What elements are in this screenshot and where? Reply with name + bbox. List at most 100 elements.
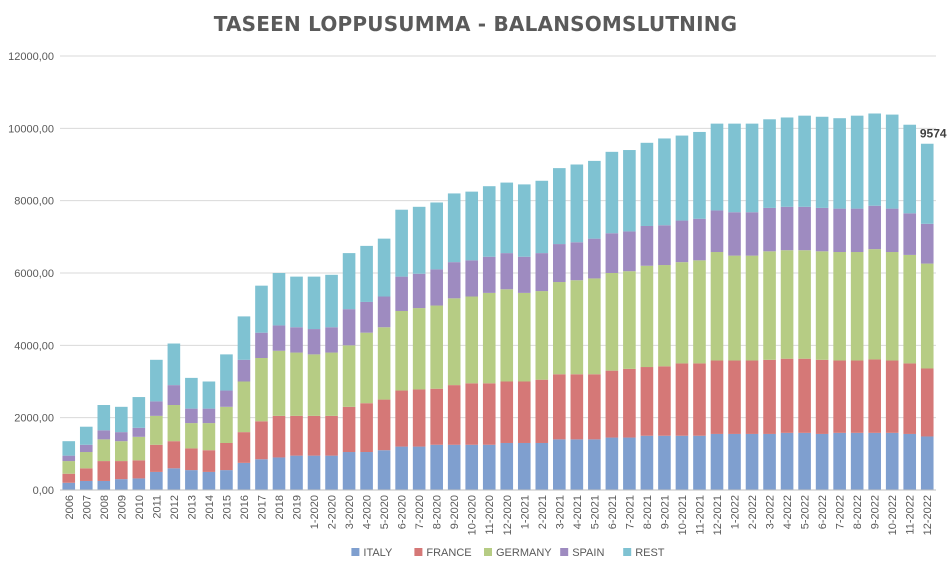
bar-segment-rest [850,115,864,209]
bar-segment-italy [920,436,934,490]
x-tick-label: 2018 [274,495,286,519]
x-tick-label: 8-2020 [432,495,444,529]
bar-segment-germany [272,350,286,416]
x-tick-label: 10-2022 [887,495,899,535]
bar-segment-rest [220,354,233,391]
bar-segment-germany [763,251,776,360]
bar-segment-germany [255,357,268,422]
legend-swatch-spain [560,548,569,556]
bar-segment-france [658,366,671,436]
bar-segment-germany [920,263,934,369]
bar-segment-spain [553,244,566,283]
bar-segment-germany [290,352,303,416]
bar-segment-spain [342,309,356,346]
bar-segment-spain [728,212,741,256]
bar-segment-germany [377,327,391,400]
x-tick-label: 3-2020 [344,495,356,529]
bar-segment-spain [868,205,881,250]
bar-segment-spain [850,208,864,253]
bar-segment-germany [623,271,636,369]
x-tick-label: 2-2022 [747,495,759,529]
bar-segment-spain [693,218,706,261]
bar-segment-rest [763,119,776,208]
bar-segment-spain [447,262,461,299]
bar-segment-france [535,379,549,443]
x-tick-label: 1-2022 [730,495,742,529]
x-tick-label: 2012 [169,495,181,519]
bar-segment-germany [465,296,479,384]
bar-segment-germany [640,265,654,368]
y-tick-label: 6000,00 [14,268,54,280]
bar-segment-rest [377,238,391,297]
legend-swatch-france [414,548,423,556]
bar-segment-germany [430,305,443,389]
x-tick-label: 3-2022 [765,495,777,529]
bar-segment-italy [798,432,811,490]
bar-segment-italy [482,444,496,490]
x-tick-label: 8-2021 [642,495,654,529]
bar-segment-spain [220,390,233,407]
bar-segment-spain [535,253,549,292]
bar-segment-italy [605,437,619,490]
bar-segment-france [745,360,759,434]
x-tick-label: 11-2021 [694,495,706,535]
bar-segment-france [517,381,531,443]
bar-segment-italy [272,457,286,490]
x-tick-label: 10-2020 [467,495,479,535]
x-tick-label: 11-2020 [484,495,496,535]
bar-segment-italy [500,442,514,490]
bar-segment-rest [395,209,408,277]
bar-segment-germany [693,260,706,364]
bar-segment-italy [780,432,794,490]
x-tick-label: 2015 [221,495,233,519]
bar-segment-italy [640,435,654,490]
bar-segment-rest [132,397,146,428]
bar-segment-rest [237,316,251,360]
bar-segment-germany [62,461,76,474]
bar-segment-france [588,374,601,440]
bar-segment-rest [920,143,934,224]
bar-segment-france [377,399,391,451]
x-tick-label: 9-2022 [870,495,882,529]
x-tick-label: 2016 [239,495,251,519]
bar-segment-france [185,448,198,471]
bar-segment-france [623,368,636,438]
bar-segment-rest [465,191,479,261]
bar-segment-italy [658,435,671,490]
bar-segment-spain [272,325,286,351]
bar-segment-germany [553,282,566,375]
bar-segment-france [62,473,76,483]
bar-segment-france [430,388,443,445]
bar-segment-italy [850,432,864,490]
bar-segment-spain [780,206,794,251]
bar-segment-france [360,403,373,453]
bar-segment-germany [325,352,338,416]
bar-segment-spain [658,225,671,266]
bar-segment-france [97,461,111,481]
y-tick-label: 2000,00 [14,413,54,425]
bar-segment-spain [62,455,76,462]
bar-segment-rest [517,184,531,257]
bar-segment-italy [728,433,741,490]
x-tick-label: 2013 [186,495,198,519]
bar-segment-germany [412,308,426,390]
bar-segment-germany [79,452,93,469]
bar-segment-italy [62,482,76,490]
bar-segment-france [500,381,514,443]
bar-segment-germany [850,252,864,361]
bar-segment-italy [517,442,531,490]
x-tick-label: 2008 [99,495,111,519]
bar-segment-italy [97,480,111,490]
x-tick-label: 2006 [64,495,76,519]
x-tick-label: 2011 [151,495,163,519]
bar-segment-rest [202,381,216,409]
bar-segment-france [290,415,303,456]
bar-segment-spain [115,432,128,442]
data-label-last-total: 9574 [920,127,947,141]
bar-segment-italy [815,433,829,490]
bar-segment-spain [412,273,426,309]
bar-segment-rest [412,206,426,274]
bar-segment-germany [167,405,181,442]
bar-segment-france [220,442,233,471]
